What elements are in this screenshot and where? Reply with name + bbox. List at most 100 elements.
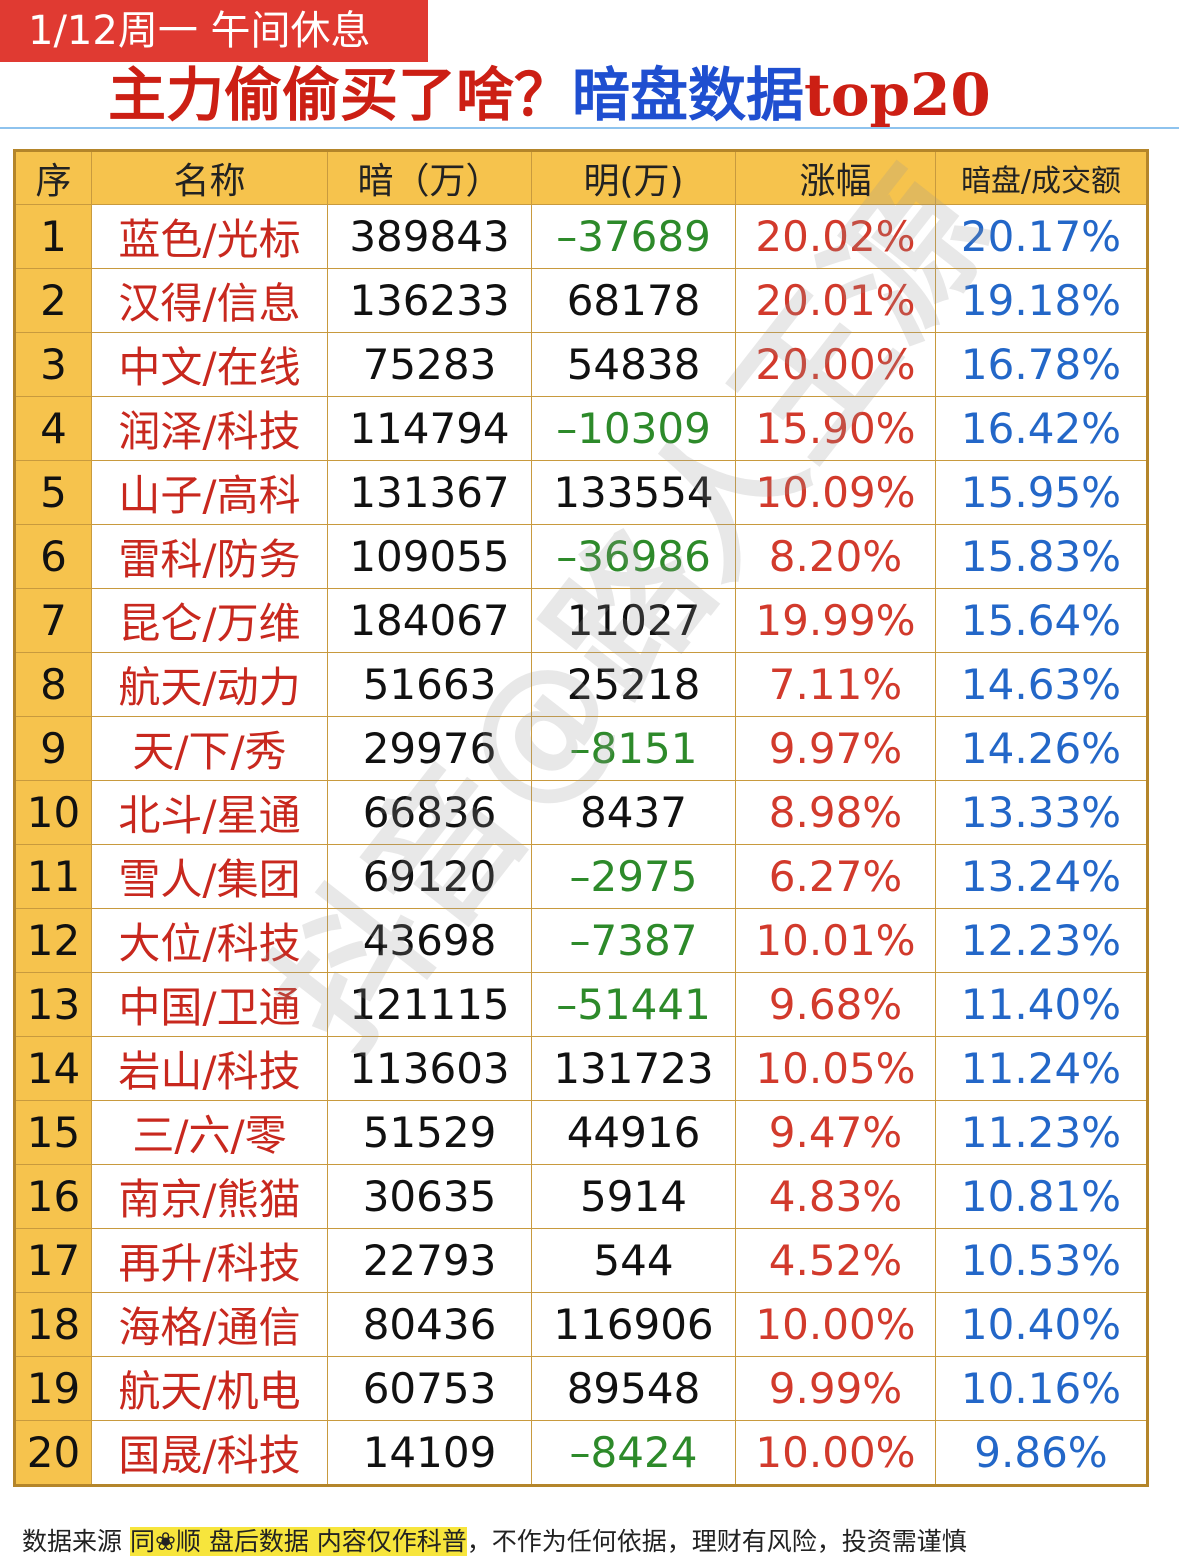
dark-amount: 80436 [327,1292,532,1357]
stock-name: 再升/科技 [91,1228,328,1293]
row-index: 12 [14,908,92,973]
table-row: 10 北斗/星通 66836 8437 8.98% 13.33% [14,780,1148,845]
price-change: 15.90% [735,396,936,461]
dark-amount: 51529 [327,1100,532,1165]
row-index: 2 [14,268,92,333]
footer-source: 同❀顺 盘后数据 内容仅作科普 [129,1527,467,1556]
price-change: 9.99% [735,1356,936,1421]
header-bright: 明(万) [531,150,736,205]
dark-amount: 109055 [327,524,532,589]
bright-amount: 116906 [531,1292,736,1357]
bright-amount: –8151 [531,716,736,781]
dark-ratio: 20.17% [935,204,1148,269]
title-suffix: top20 [804,61,991,129]
row-index: 20 [14,1420,92,1486]
bright-amount: –10309 [531,396,736,461]
stock-name: 南京/熊猫 [91,1164,328,1229]
dark-ratio: 11.23% [935,1100,1148,1165]
stock-name: 大位/科技 [91,908,328,973]
dark-amount: 60753 [327,1356,532,1421]
dark-amount: 30635 [327,1164,532,1229]
footer-suffix: ，不作为任何依据，理财有风险，投资需谨慎 [466,1527,967,1556]
price-change: 4.83% [735,1164,936,1229]
price-change: 10.09% [735,460,936,525]
price-change: 9.97% [735,716,936,781]
bright-amount: 89548 [531,1356,736,1421]
table-row: 5 山子/高科 131367 133554 10.09% 15.95% [14,460,1148,525]
table-row: 18 海格/通信 80436 116906 10.00% 10.40% [14,1292,1148,1357]
bright-amount: –37689 [531,204,736,269]
row-index: 1 [14,204,92,269]
title-highlight: 暗盘数据 [572,61,805,129]
row-index: 9 [14,716,92,781]
dark-ratio: 14.63% [935,652,1148,717]
page-title: 主力偷偷买了啥？暗盘数据top20 [108,60,1128,130]
row-index: 13 [14,972,92,1037]
table-row: 1 蓝色/光标 389843 –37689 20.02% 20.17% [14,204,1148,269]
stock-name: 航天/动力 [91,652,328,717]
price-change: 7.11% [735,652,936,717]
bright-amount: 133554 [531,460,736,525]
bright-amount: –7387 [531,908,736,973]
price-change: 20.02% [735,204,936,269]
dark-amount: 131367 [327,460,532,525]
header-name: 名称 [91,150,328,205]
price-change: 19.99% [735,588,936,653]
dark-amount: 389843 [327,204,532,269]
dark-amount: 29976 [327,716,532,781]
dark-ratio: 10.40% [935,1292,1148,1357]
row-index: 8 [14,652,92,717]
stock-name: 航天/机电 [91,1356,328,1421]
dark-ratio: 15.64% [935,588,1148,653]
dark-ratio: 12.23% [935,908,1148,973]
bright-amount: 544 [531,1228,736,1293]
stock-name: 岩山/科技 [91,1036,328,1101]
dark-amount: 121115 [327,972,532,1037]
price-change: 9.47% [735,1100,936,1165]
dark-amount: 14109 [327,1420,532,1486]
dark-ratio: 10.81% [935,1164,1148,1229]
table-row: 14 岩山/科技 113603 131723 10.05% 11.24% [14,1036,1148,1101]
dark-amount: 43698 [327,908,532,973]
dark-ratio: 11.40% [935,972,1148,1037]
table-row: 7 昆仑/万维 184067 11027 19.99% 15.64% [14,588,1148,653]
bright-amount: –2975 [531,844,736,909]
stock-name: 汉得/信息 [91,268,328,333]
dark-amount: 113603 [327,1036,532,1101]
dark-ratio: 10.53% [935,1228,1148,1293]
price-change: 20.01% [735,268,936,333]
bright-amount: 11027 [531,588,736,653]
stock-name: 海格/通信 [91,1292,328,1357]
dark-ratio: 15.95% [935,460,1148,525]
stock-name: 三/六/零 [91,1100,328,1165]
stock-name: 中国/卫通 [91,972,328,1037]
dark-ratio: 16.42% [935,396,1148,461]
stock-name: 中文/在线 [91,332,328,397]
price-change: 9.68% [735,972,936,1037]
table-row: 17 再升/科技 22793 544 4.52% 10.53% [14,1228,1148,1293]
table-row: 15 三/六/零 51529 44916 9.47% 11.23% [14,1100,1148,1165]
row-index: 7 [14,588,92,653]
stock-name: 天/下/秀 [91,716,328,781]
bright-amount: 8437 [531,780,736,845]
stock-name: 蓝色/光标 [91,204,328,269]
price-change: 8.98% [735,780,936,845]
stock-name: 昆仑/万维 [91,588,328,653]
bright-amount: –51441 [531,972,736,1037]
row-index: 4 [14,396,92,461]
table-row: 13 中国/卫通 121115 –51441 9.68% 11.40% [14,972,1148,1037]
table-row: 8 航天/动力 51663 25218 7.11% 14.63% [14,652,1148,717]
header-change: 涨幅 [735,150,936,205]
title-divider [0,127,1179,129]
title-question: 主力偷偷买了啥？ [108,61,573,129]
bright-amount: 131723 [531,1036,736,1101]
dark-ratio: 11.24% [935,1036,1148,1101]
dark-amount: 75283 [327,332,532,397]
table-row: 3 中文/在线 75283 54838 20.00% 16.78% [14,332,1148,397]
dark-amount: 136233 [327,268,532,333]
bright-amount: 5914 [531,1164,736,1229]
footer-disclaimer: 数据来源 同❀顺 盘后数据 内容仅作科普，不作为任何依据，理财有风险，投资需谨慎 [22,1522,1162,1562]
dark-ratio: 16.78% [935,332,1148,397]
dark-ratio: 14.26% [935,716,1148,781]
row-index: 17 [14,1228,92,1293]
